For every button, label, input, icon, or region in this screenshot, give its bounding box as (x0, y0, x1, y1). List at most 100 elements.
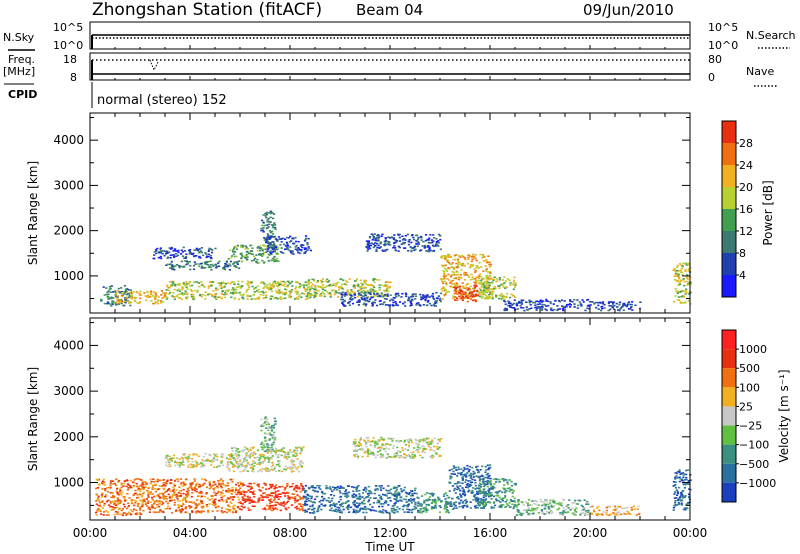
velocity-cell (299, 452, 302, 455)
power-cell (276, 297, 279, 300)
velocity-cell (104, 510, 108, 512)
velocity-cell (272, 434, 275, 436)
power-cell (266, 224, 269, 226)
velocity-cell (369, 453, 372, 455)
power-cell (367, 284, 370, 286)
power-cell (237, 298, 241, 301)
power-cell (480, 295, 483, 298)
power-cell (166, 285, 169, 287)
power-cell (189, 264, 192, 267)
power-cell (679, 291, 682, 293)
velocity-cell (182, 454, 186, 456)
velocity-cell (242, 465, 245, 468)
power-cell (488, 293, 491, 296)
velocity-cell (339, 505, 343, 507)
velocity-cell (165, 461, 168, 464)
velocity-cell (311, 512, 314, 514)
power-cell (337, 286, 340, 288)
power-cell (185, 283, 189, 285)
power-cell (143, 292, 146, 294)
velocity-cell (423, 451, 426, 454)
velocity-cell (173, 499, 176, 501)
velocity-cell (353, 501, 356, 504)
velocity-cell (206, 458, 209, 461)
power-cell (256, 297, 259, 300)
power-cell (383, 297, 386, 300)
power-cell (378, 289, 381, 291)
power-cell (247, 284, 250, 287)
power-cell (257, 291, 260, 293)
power-cell (294, 246, 297, 248)
velocity-cell (401, 490, 404, 493)
power-cell (520, 303, 523, 305)
power-cell (188, 251, 191, 253)
power-cell (263, 224, 266, 227)
velocity-cell (162, 498, 166, 501)
velocity-cell (205, 479, 208, 482)
velocity-cell (245, 459, 248, 462)
power-cell (317, 290, 320, 292)
power-cell (448, 267, 451, 269)
power-cell (124, 301, 127, 304)
velocity-cell (162, 482, 165, 484)
power-cell (178, 293, 181, 295)
velocity-cell (172, 486, 175, 489)
velocity-cell (249, 488, 252, 490)
power-cell (272, 247, 276, 250)
power-cell (256, 290, 259, 292)
power-cell (342, 304, 345, 306)
velocity-cell (348, 506, 351, 509)
velocity-cell (384, 493, 387, 496)
power-cell (268, 243, 271, 246)
power-cell (282, 243, 286, 246)
power-cell (462, 285, 465, 288)
power-cell (321, 280, 324, 283)
velocity-cell (240, 508, 243, 511)
power-cell (456, 286, 459, 289)
power-cell (337, 292, 340, 294)
power-cell (392, 242, 396, 245)
power-cell (155, 252, 158, 255)
velocity-cell (126, 493, 129, 495)
power-cell (262, 297, 266, 300)
power-cell (567, 303, 570, 306)
velocity-cell (435, 453, 438, 455)
power-cell (135, 291, 138, 293)
velocity-cell (268, 432, 271, 435)
velocity-scatter-cells (95, 416, 692, 517)
nave-tick-top: 80 (708, 53, 722, 66)
velocity-cell (261, 461, 264, 463)
power-cell (487, 255, 490, 257)
power-cell (488, 282, 491, 284)
velocity-cell (376, 501, 379, 504)
velocity-cell (176, 478, 179, 480)
power-cell (457, 260, 460, 262)
velocity-cell (325, 499, 328, 502)
power-cell (210, 294, 214, 296)
velocity-cell (277, 463, 280, 466)
velocity-cell (195, 510, 198, 513)
velocity-cell (179, 483, 182, 486)
velocity-cell (415, 439, 418, 442)
velocity-cell (153, 495, 156, 498)
power-cell (471, 276, 474, 278)
velocity-cell (201, 500, 204, 503)
power-cell (687, 270, 690, 272)
power-cell (326, 290, 329, 293)
velocity-cell (337, 501, 341, 503)
velocity-cell (247, 455, 251, 458)
velocity-cell (122, 485, 125, 487)
velocity-cell (336, 486, 339, 488)
velocity-cell (196, 510, 199, 512)
power-cell (358, 294, 361, 296)
power-cell (376, 246, 379, 249)
velocity-cell (256, 463, 259, 465)
power-cell (475, 266, 478, 269)
velocity-cell (355, 490, 358, 493)
power-cell (541, 308, 544, 310)
power-cell (166, 297, 169, 299)
power-cell (580, 303, 583, 306)
velocity-cell (208, 453, 211, 456)
power-cell (461, 299, 464, 301)
velocity-cell (272, 499, 276, 502)
